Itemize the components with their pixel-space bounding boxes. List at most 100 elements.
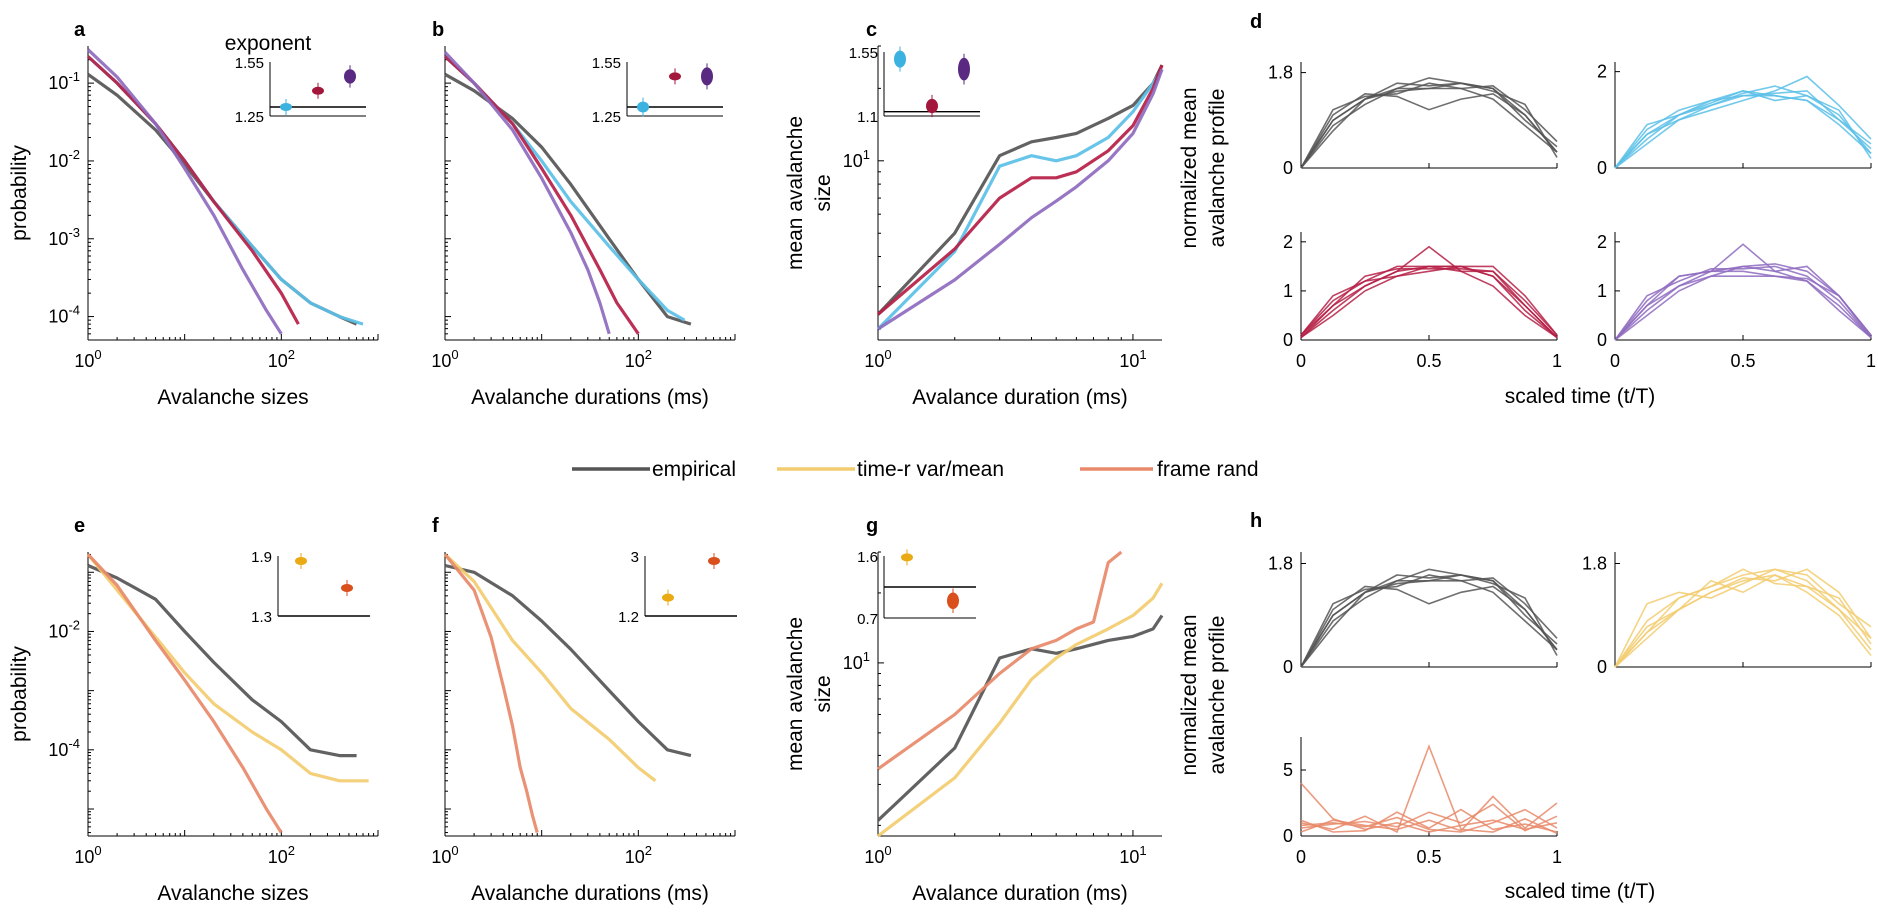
profile-subplot: 01.8 — [1582, 552, 1872, 677]
profile-line-empirical — [1300, 574, 1558, 668]
profile-line-empirical — [1300, 82, 1558, 169]
inset-tick-top: 1.55 — [592, 55, 621, 72]
series-line-model_purple — [877, 68, 1164, 331]
y-axis-label-group: mean avalanche size — [784, 617, 835, 771]
inset-tick-bottom: 1.3 — [251, 609, 272, 626]
y-axis-label-group: normalized mean avalanche profile — [1178, 87, 1229, 248]
x-axis-label: Avalanche sizes — [157, 386, 308, 409]
series-line-model_cyan — [876, 68, 1164, 331]
figure-legend: empirical time-r var/mean frame rand — [572, 458, 1259, 481]
x-tick-label: 101 — [1119, 347, 1146, 371]
y-tick-label: 0 — [1283, 158, 1293, 178]
x-tick-label: 100 — [74, 843, 101, 867]
series-line-empirical — [444, 563, 692, 758]
panel-letter-b: b — [432, 19, 444, 41]
x-tick-label: 102 — [268, 347, 295, 371]
y-tick-label: 1 — [1283, 281, 1293, 301]
profile-subplot: 02 — [1597, 62, 1872, 178]
y-tick-label: 10-4 — [48, 736, 80, 760]
inset-e: 1.9 1.3 — [251, 549, 370, 626]
panel-letter-e: e — [74, 515, 85, 537]
profile-line-model_red — [1300, 245, 1558, 336]
profile-line-frame_rand — [1300, 743, 1558, 835]
profile-line-time_r — [1614, 574, 1872, 668]
series-line-time_r — [877, 582, 1164, 838]
x-axis-label: Avalanche sizes — [157, 882, 308, 905]
x-tick-label: 1 — [1552, 847, 1562, 867]
inset-c: 1.55 1.1 — [849, 45, 980, 126]
profile-line-empirical — [1300, 574, 1558, 668]
series-line-model_purple — [86, 48, 283, 335]
profile-subplot: 0 1 2 0 0.5 1 — [1597, 232, 1876, 371]
profile-line-frame_rand — [1300, 795, 1558, 833]
y-tick-label: 5 — [1283, 760, 1293, 780]
profile-subplot: 01.8 — [1268, 62, 1558, 178]
y-axis-label-group: probability — [8, 145, 31, 241]
y-tick-label: 2 — [1597, 62, 1607, 82]
inset-tick-top: 1.55 — [235, 55, 264, 72]
x-tick-label: 0 — [1296, 351, 1306, 371]
series-line-model_red — [876, 64, 1164, 316]
profile-line-model_purple — [1614, 243, 1872, 341]
profile-line-model_cyan — [1614, 94, 1872, 169]
profile-line-model_red — [1300, 267, 1558, 339]
x-tick-label: 102 — [268, 843, 295, 867]
x-tick-label: 102 — [625, 843, 652, 867]
profile-line-frame_rand — [1300, 808, 1558, 833]
inset-tick-bottom: 1.2 — [618, 609, 639, 626]
profile-line-empirical — [1300, 84, 1558, 169]
x-tick-label: 1 — [1552, 351, 1562, 371]
profile-line-time_r — [1614, 568, 1872, 668]
profile-line-empirical — [1300, 82, 1558, 169]
series-line-model_red — [443, 55, 640, 335]
series-line-frame_rand — [443, 553, 539, 834]
inset-g: 1.6 0.7 — [857, 549, 976, 628]
y-axis-label-group: probability — [8, 646, 31, 742]
inset-tick-top: 3 — [631, 549, 639, 566]
series-line-model_red — [86, 55, 300, 325]
profile-subplot: 0 5 0 0.5 1 — [1283, 737, 1562, 867]
y-tick-label: 0 — [1283, 826, 1293, 846]
x-axis-label: Avalanche durations (ms) — [471, 386, 709, 409]
series-line-model_purple — [443, 51, 611, 335]
y-tick-label: 1 — [1597, 281, 1607, 301]
y-tick-label: 0 — [1283, 330, 1293, 350]
legend-label-0: empirical — [652, 458, 736, 481]
x-tick-label: 0.5 — [1416, 847, 1441, 867]
x-tick-label: 100 — [431, 347, 458, 371]
y-axis-label-group: mean avalanche size — [784, 116, 835, 270]
profile-line-model_purple — [1614, 265, 1872, 341]
profile-line-model_cyan — [1614, 90, 1872, 169]
y-axis-label: normalized mean — [1178, 87, 1201, 248]
series-line-frame_rand — [86, 553, 283, 834]
profile-line-empirical — [1300, 568, 1558, 668]
inset-tick-bottom: 1.25 — [592, 109, 621, 126]
y-tick-label: 0 — [1283, 657, 1293, 677]
panel-letter-f: f — [432, 515, 439, 537]
profile-line-empirical — [1300, 92, 1558, 169]
y-axis-label: size — [812, 675, 835, 712]
series-line-time_r — [443, 553, 657, 783]
inset-title: exponent — [225, 32, 312, 55]
inset-tick-bottom: 1.1 — [857, 109, 878, 126]
profile-line-frame_rand — [1300, 808, 1558, 833]
y-tick-label: 10-3 — [48, 225, 80, 249]
panel-a: a 100 102 10-1 10-2 10-3 10-4 Avalanche sizes pr… — [8, 19, 379, 409]
series-line-frame_rand — [877, 550, 1123, 771]
inset-tick-top: 1.6 — [857, 549, 878, 566]
x-tick-label: 100 — [74, 347, 101, 371]
panel-letter-c: c — [866, 19, 877, 41]
y-tick-label: 0 — [1597, 330, 1607, 350]
profile-line-model_purple — [1614, 275, 1872, 341]
profile-line-model_red — [1300, 265, 1558, 339]
inset-tick-bottom: 0.7 — [857, 611, 878, 628]
inset-f: 31.2 — [618, 549, 737, 626]
inset-tick-top: 1.55 — [849, 45, 878, 62]
profile-line-model_cyan — [1614, 90, 1872, 169]
y-tick-label: 0 — [1597, 158, 1607, 178]
y-axis-label: avalanche profile — [1206, 89, 1229, 248]
series-line-empirical — [87, 73, 358, 326]
